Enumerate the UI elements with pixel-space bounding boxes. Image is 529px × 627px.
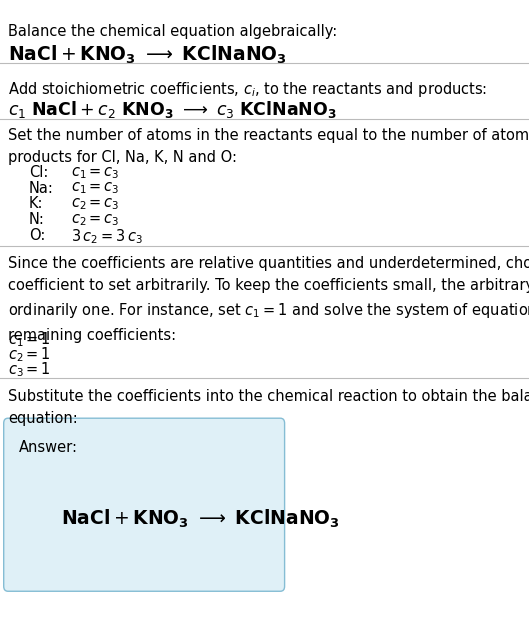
Text: $\mathbf{NaCl} + \mathbf{KNO_3}\ \longrightarrow\ \mathbf{KClNaNO_3}$: $\mathbf{NaCl} + \mathbf{KNO_3}\ \longri… (8, 44, 287, 66)
Text: O:: O: (29, 228, 45, 243)
FancyBboxPatch shape (4, 418, 285, 591)
Text: Na:: Na: (29, 181, 54, 196)
Text: Set the number of atoms in the reactants equal to the number of atoms in the
pro: Set the number of atoms in the reactants… (8, 128, 529, 165)
Text: $c_2 = c_3$: $c_2 = c_3$ (71, 196, 120, 212)
Text: Answer:: Answer: (19, 440, 78, 455)
Text: K:: K: (29, 196, 43, 211)
Text: $c_1\ \mathbf{NaCl} + c_2\ \mathbf{KNO_3}\ \longrightarrow\ c_3\ \mathbf{KClNaNO: $c_1\ \mathbf{NaCl} + c_2\ \mathbf{KNO_3… (8, 99, 337, 120)
Text: Balance the chemical equation algebraically:: Balance the chemical equation algebraica… (8, 24, 337, 39)
Text: $\mathbf{NaCl} + \mathbf{KNO_3}\ \longrightarrow\ \mathbf{KClNaNO_3}$: $\mathbf{NaCl} + \mathbf{KNO_3}\ \longri… (61, 508, 340, 530)
Text: Since the coefficients are relative quantities and underdetermined, choose a
coe: Since the coefficients are relative quan… (8, 256, 529, 342)
Text: Cl:: Cl: (29, 165, 49, 180)
Text: $c_1 = 1$: $c_1 = 1$ (8, 330, 51, 349)
Text: $c_1 = c_3$: $c_1 = c_3$ (71, 181, 120, 196)
Text: $c_1 = c_3$: $c_1 = c_3$ (71, 165, 120, 181)
Text: N:: N: (29, 212, 45, 227)
Text: Substitute the coefficients into the chemical reaction to obtain the balanced
eq: Substitute the coefficients into the che… (8, 389, 529, 426)
Text: $3\,c_2 = 3\,c_3$: $3\,c_2 = 3\,c_3$ (71, 228, 143, 246)
Text: $c_2 = c_3$: $c_2 = c_3$ (71, 212, 120, 228)
Text: Add stoichiometric coefficients, $c_i$, to the reactants and products:: Add stoichiometric coefficients, $c_i$, … (8, 80, 487, 99)
Text: $c_2 = 1$: $c_2 = 1$ (8, 345, 51, 364)
Text: $c_3 = 1$: $c_3 = 1$ (8, 361, 51, 379)
